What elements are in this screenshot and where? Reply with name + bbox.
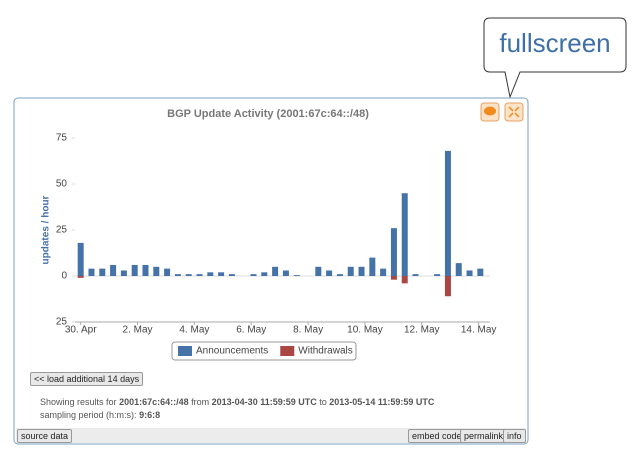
bar [174,274,181,276]
info-button[interactable]: info [503,429,526,443]
y-axis-title: updates / hour [41,195,52,264]
text: sampling period (h:m:s): [40,410,137,420]
bar [261,272,268,276]
legend-swatch [280,346,295,356]
bar [434,274,441,276]
x-tick-label: 14. May [461,325,497,336]
bar [477,268,484,276]
bar [401,193,408,276]
bar [77,242,84,276]
bar [77,276,84,278]
x-tick-label: 8. May [293,325,323,336]
embed-code[interactable]: embed code [408,429,466,443]
y-tick-label: 25 [56,225,68,236]
text: from [191,397,210,407]
bar [412,274,419,276]
bar [110,264,117,276]
bar [401,276,408,284]
bar [185,274,192,276]
bar [196,274,203,276]
permalink[interactable]: permalink [460,429,508,443]
chart-title: BGP Update Activity (2001:67c:64::/48) [167,108,369,120]
fullscreen-glyph [508,106,520,118]
bar [444,276,451,297]
y-tick-label: 25 [56,317,68,328]
bar [466,270,473,276]
text: 2001:67c:64::/48 [119,397,189,407]
x-tick-label: 12. May [404,325,440,336]
text: to [319,397,327,407]
source-data[interactable]: source data [17,429,73,443]
bar [390,228,397,276]
bar [293,275,300,276]
bar [99,268,106,276]
bar [358,266,365,276]
bar [250,274,257,276]
bar [444,150,451,276]
text: Showing results for [40,397,117,407]
bar [164,268,171,276]
legend [171,341,357,361]
bar [455,263,462,276]
x-tick-label: 10. May [347,325,383,336]
legend-label: Announcements [196,346,268,357]
fullscreen-icon[interactable] [504,102,524,122]
bar [380,268,387,276]
y-tick-label: 50 [56,179,68,190]
bar [218,272,225,276]
legend-label: Withdrawals [298,346,352,357]
bar [88,268,95,276]
text: 2013-05-14 11:59:59 UTC [329,397,435,407]
bar [153,266,160,276]
text: 2013-04-30 11:59:59 UTC [211,397,317,407]
comment-glyph [484,106,496,116]
load-button[interactable]: << load additional 14 days [30,372,144,386]
bar [142,264,149,276]
bar [228,274,235,276]
panel [13,97,529,445]
text: 9:6:8 [139,410,161,420]
legend-swatch [178,346,192,356]
bar [390,276,397,280]
callout [483,17,627,99]
info: Showing results for 2001:67c:64::/48 fro… [40,396,434,422]
bar [207,272,214,276]
bar [131,264,138,276]
x-tick-label: 30. Apr [65,325,97,336]
bar [336,274,343,276]
bar [326,270,333,276]
bar [272,266,279,276]
bar [282,270,289,276]
y-tick-label: 75 [56,133,68,144]
callout-label: fullscreen [499,28,610,58]
footer-bar [16,428,526,443]
bar [369,257,376,276]
x-tick-label: 4. May [179,325,209,336]
bar [347,266,354,276]
bar [120,270,127,276]
x-tick-label: 2. May [123,325,153,336]
x-tick-label: 6. May [236,325,266,336]
bar [315,266,322,276]
y-tick-label: 0 [61,271,67,282]
